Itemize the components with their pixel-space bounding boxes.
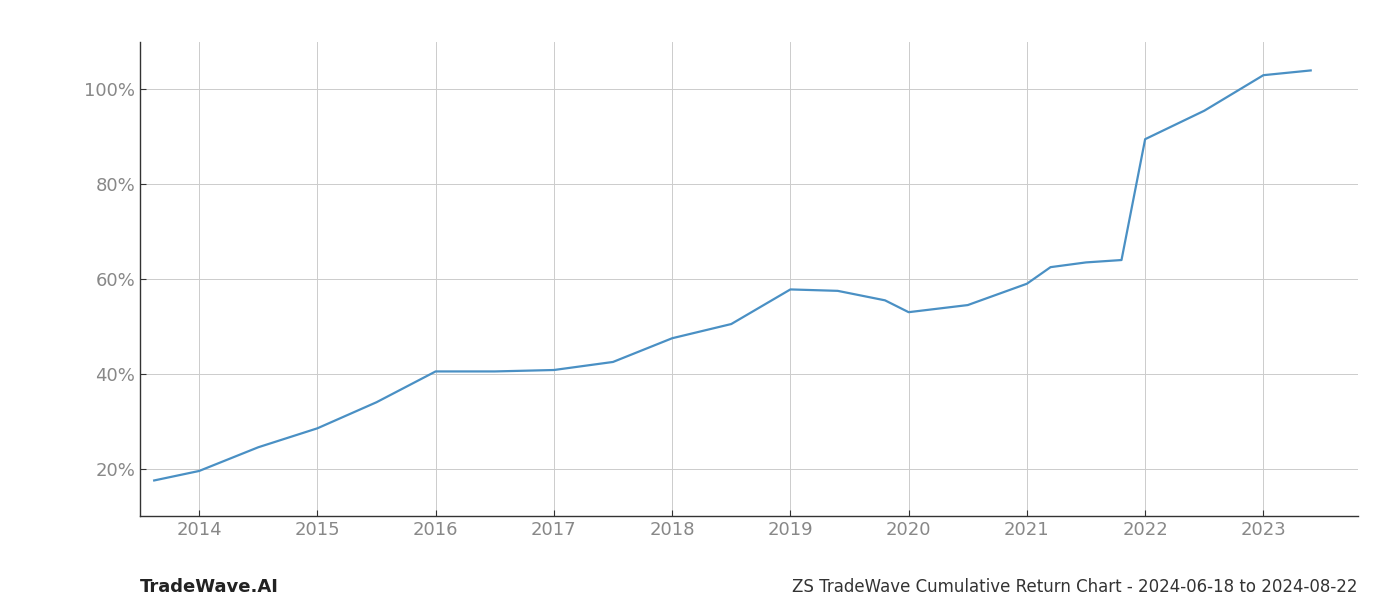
Text: TradeWave.AI: TradeWave.AI: [140, 578, 279, 596]
Text: ZS TradeWave Cumulative Return Chart - 2024-06-18 to 2024-08-22: ZS TradeWave Cumulative Return Chart - 2…: [792, 578, 1358, 596]
